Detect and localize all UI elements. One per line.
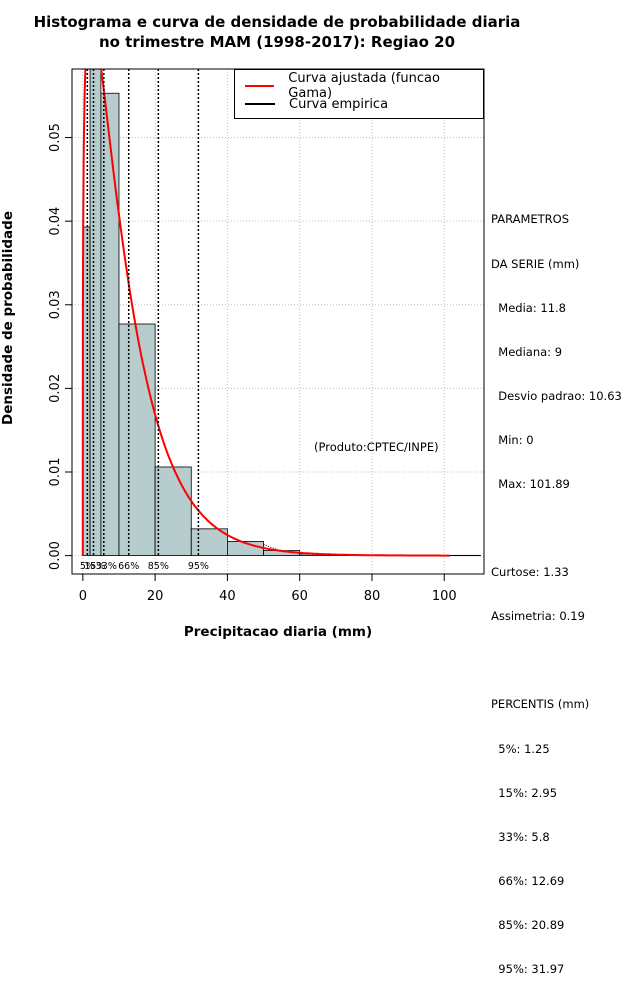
y-tick-label: 0.03 (48, 290, 63, 319)
legend-entry-fit: Curva ajustada (funcao Gama) (245, 77, 483, 95)
params-header-2: DA SERIE (mm) (491, 257, 622, 272)
product-credit: (Produto:CPTEC/INPE) (314, 440, 439, 454)
percentile-label: 85% (148, 561, 169, 572)
percentile-66: 66%: 12.69 (491, 874, 622, 889)
stat-curtose: Curtose: 1.33 (491, 565, 622, 580)
histogram-bar (155, 467, 191, 556)
stat-max: Max: 101.89 (491, 477, 622, 492)
y-tick-label: 0.05 (48, 123, 63, 152)
x-tick-label: 60 (291, 589, 308, 604)
params-header-1: PARAMETROS (491, 212, 622, 227)
x-tick-label: 40 (219, 589, 236, 604)
percentile-labels: 5%15%33%66%85%95% (80, 561, 209, 572)
percentile-15: 15%: 2.95 (491, 786, 622, 801)
y-tick-label: 0.01 (48, 458, 63, 487)
percentile-label: 95% (188, 561, 209, 572)
y-axis-label-text: Densidade de probabilidade (0, 211, 16, 425)
stat-min: Min: 0 (491, 433, 622, 448)
percentile-label: 66% (118, 561, 139, 572)
percentile-85: 85%: 20.89 (491, 918, 622, 933)
legend: Curva ajustada (funcao Gama) Curva empir… (234, 69, 484, 119)
x-axis-label: Precipitacao diaria (mm) (72, 624, 484, 640)
fit-line-swatch-icon (245, 85, 274, 87)
legend-label-empirical: Curva empirica (289, 97, 388, 112)
x-tick-label: 100 (432, 589, 457, 604)
percentile-95: 95%: 31.97 (491, 962, 622, 977)
histogram-bar (119, 324, 155, 556)
spacer-2 (491, 653, 622, 668)
percentile-label: 33% (96, 561, 117, 572)
percentis-header: PERCENTIS (mm) (491, 697, 622, 712)
stat-assimetria: Assimetria: 0.19 (491, 609, 622, 624)
empirical-line-swatch-icon (245, 103, 275, 105)
x-tick-label: 0 (79, 589, 87, 604)
histogram-bar (90, 4, 101, 556)
x-axis: 0 20 40 60 80 100 (79, 574, 457, 604)
y-axis: 0.00 0.01 0.02 0.03 0.04 0.05 (48, 123, 72, 570)
y-tick-label: 0.04 (48, 207, 63, 236)
percentile-33: 33%: 5.8 (491, 830, 622, 845)
x-tick-label: 80 (364, 589, 381, 604)
stat-desvio: Desvio padrao: 10.63 (491, 389, 622, 404)
y-tick-label: 0.00 (48, 541, 63, 570)
statistics-panel: PARAMETROS DA SERIE (mm) Media: 11.8 Med… (491, 183, 622, 991)
stat-mediana: Mediana: 9 (491, 345, 622, 360)
stat-media: Media: 11.8 (491, 301, 622, 316)
spacer-1 (491, 521, 622, 536)
legend-entry-empirical: Curva empirica (245, 95, 388, 113)
x-tick-label: 20 (147, 589, 164, 604)
y-tick-label: 0.02 (48, 374, 63, 403)
percentile-5: 5%: 1.25 (491, 742, 622, 757)
